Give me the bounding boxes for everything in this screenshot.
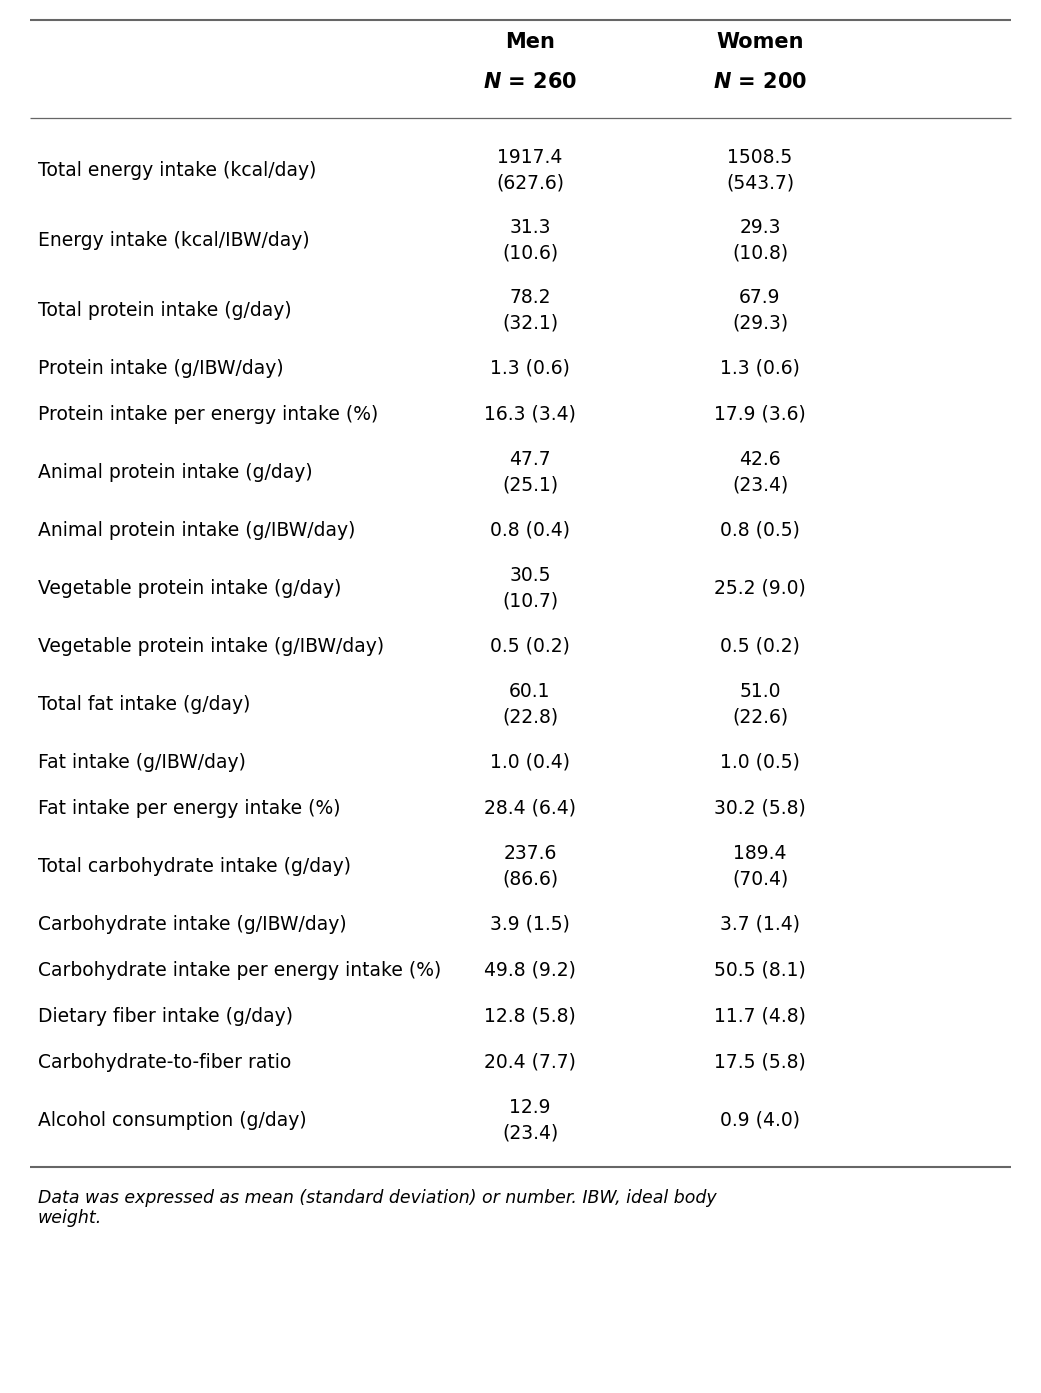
Text: 28.4 (6.4): 28.4 (6.4) [484,798,576,818]
Text: (70.4): (70.4) [732,869,788,889]
Text: 1.0 (0.4): 1.0 (0.4) [490,752,570,772]
Text: (23.4): (23.4) [732,475,788,495]
Text: 237.6: 237.6 [503,844,557,862]
Text: Women: Women [716,32,804,52]
Text: 3.9 (1.5): 3.9 (1.5) [490,914,569,933]
Text: 31.3: 31.3 [509,217,551,237]
Text: Fat intake (g/IBW/day): Fat intake (g/IBW/day) [39,752,246,772]
Text: Energy intake (kcal/IBW/day): Energy intake (kcal/IBW/day) [39,230,309,249]
Text: 29.3: 29.3 [739,217,781,237]
Text: 0.5 (0.2): 0.5 (0.2) [720,637,799,656]
Text: 12.8 (5.8): 12.8 (5.8) [484,1007,576,1025]
Text: Fat intake per energy intake (%): Fat intake per energy intake (%) [39,798,340,818]
Text: Animal protein intake (g/day): Animal protein intake (g/day) [39,462,312,482]
Text: 60.1: 60.1 [509,683,551,701]
Text: 42.6: 42.6 [739,450,781,469]
Text: Animal protein intake (g/IBW/day): Animal protein intake (g/IBW/day) [39,521,355,539]
Text: (10.6): (10.6) [502,244,558,262]
Text: (22.8): (22.8) [502,708,558,726]
Text: (29.3): (29.3) [732,313,788,332]
Text: Carbohydrate intake (g/IBW/day): Carbohydrate intake (g/IBW/day) [39,914,347,933]
Text: Vegetable protein intake (g/day): Vegetable protein intake (g/day) [39,578,341,598]
Text: 12.9: 12.9 [509,1098,551,1117]
Text: Dietary fiber intake (g/day): Dietary fiber intake (g/day) [39,1007,293,1025]
Text: Total energy intake (kcal/day): Total energy intake (kcal/day) [39,160,316,180]
Text: 189.4: 189.4 [733,844,787,862]
Text: Total fat intake (g/day): Total fat intake (g/day) [39,695,251,713]
Text: Vegetable protein intake (g/IBW/day): Vegetable protein intake (g/IBW/day) [39,637,384,656]
Text: 11.7 (4.8): 11.7 (4.8) [714,1007,806,1025]
Text: Data was expressed as mean (standard deviation) or number. IBW, ideal body: Data was expressed as mean (standard dev… [39,1190,716,1206]
Text: (25.1): (25.1) [502,475,558,495]
Text: 17.5 (5.8): 17.5 (5.8) [714,1053,806,1071]
Text: 50.5 (8.1): 50.5 (8.1) [714,961,806,979]
Text: 1.3 (0.6): 1.3 (0.6) [490,358,569,378]
Text: 0.5 (0.2): 0.5 (0.2) [490,637,569,656]
Text: 0.8 (0.5): 0.8 (0.5) [720,521,799,539]
Text: (32.1): (32.1) [502,313,558,332]
Text: 49.8 (9.2): 49.8 (9.2) [484,961,576,979]
Text: 1.0 (0.5): 1.0 (0.5) [720,752,799,772]
Text: Carbohydrate-to-fiber ratio: Carbohydrate-to-fiber ratio [39,1053,291,1071]
Text: (543.7): (543.7) [726,173,794,192]
Text: weight.: weight. [39,1209,102,1227]
Text: 47.7: 47.7 [509,450,551,469]
Text: (23.4): (23.4) [502,1123,558,1142]
Text: 1.3 (0.6): 1.3 (0.6) [720,358,799,378]
Text: (86.6): (86.6) [502,869,558,889]
Text: (10.8): (10.8) [732,244,788,262]
Text: 78.2: 78.2 [509,288,551,306]
Text: Alcohol consumption (g/day): Alcohol consumption (g/day) [39,1110,307,1130]
Text: Men: Men [505,32,555,52]
Text: Protein intake (g/IBW/day): Protein intake (g/IBW/day) [39,358,283,378]
Text: 3.7 (1.4): 3.7 (1.4) [720,914,799,933]
Text: Protein intake per energy intake (%): Protein intake per energy intake (%) [39,404,378,423]
Text: Total protein intake (g/day): Total protein intake (g/day) [39,301,291,319]
Text: Carbohydrate intake per energy intake (%): Carbohydrate intake per energy intake (%… [39,961,441,979]
Text: 1917.4: 1917.4 [498,148,563,167]
Text: $\bfit{N}$ = 260: $\bfit{N}$ = 260 [483,72,577,92]
Text: 17.9 (3.6): 17.9 (3.6) [714,404,806,423]
Text: 30.2 (5.8): 30.2 (5.8) [714,798,806,818]
Text: (22.6): (22.6) [732,708,788,726]
Text: Total carbohydrate intake (g/day): Total carbohydrate intake (g/day) [39,857,351,875]
Text: 0.8 (0.4): 0.8 (0.4) [490,521,570,539]
Text: (627.6): (627.6) [496,173,564,192]
Text: (10.7): (10.7) [502,591,558,610]
Text: 20.4 (7.7): 20.4 (7.7) [484,1053,576,1071]
Text: 51.0: 51.0 [739,683,781,701]
Text: 0.9 (4.0): 0.9 (4.0) [720,1110,799,1130]
Text: 67.9: 67.9 [739,288,781,306]
Text: $\bfit{N}$ = 200: $\bfit{N}$ = 200 [713,72,807,92]
Text: 25.2 (9.0): 25.2 (9.0) [714,578,806,598]
Text: 1508.5: 1508.5 [728,148,792,167]
Text: 16.3 (3.4): 16.3 (3.4) [484,404,576,423]
Text: 30.5: 30.5 [509,566,551,585]
